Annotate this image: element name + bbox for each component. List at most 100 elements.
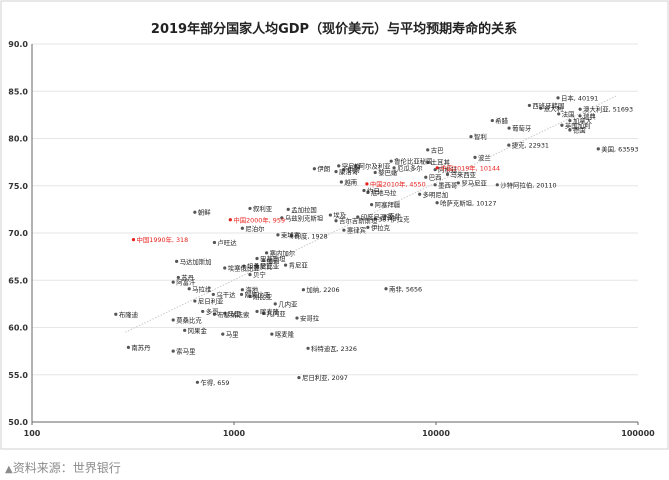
data-point (384, 287, 388, 291)
point-label: 喀麦隆 (260, 307, 280, 316)
point-label: 马达加斯加 (180, 257, 212, 266)
point-label: 南非, 5656 (389, 284, 422, 293)
data-point (255, 264, 259, 268)
y-tick-label: 50.0 (8, 418, 28, 427)
point-label: 喀麦隆 (275, 330, 295, 339)
data-point (171, 318, 175, 322)
data-point (131, 238, 136, 242)
data-point (473, 155, 477, 159)
point-label: 布隆迪 (119, 310, 139, 319)
point-label: 墨西哥 (438, 181, 458, 189)
point-label: 尼日利亚, 2097 (302, 373, 348, 382)
data-point (365, 182, 369, 186)
point-label: 古巴 (431, 145, 444, 154)
data-point (212, 312, 217, 316)
data-point (193, 210, 197, 214)
point-label: 阿塞拜疆 (375, 200, 401, 209)
point-label: 塞律宾 (347, 226, 366, 235)
point-label: 多明尼加 (423, 190, 449, 199)
point-label: 多哥 (206, 307, 219, 316)
data-point (283, 263, 288, 267)
data-point (556, 96, 560, 100)
source-note: ▲资料来源：世界银行 (5, 459, 121, 476)
data-point (328, 213, 332, 217)
data-point (312, 167, 316, 171)
point-label: 英国加利 (565, 121, 591, 130)
point-label: 贝宁 (253, 270, 266, 279)
point-label: 伊朗 (317, 164, 330, 173)
point-label: 尼泊尔 (245, 224, 265, 233)
data-point (212, 240, 217, 245)
point-label: 危地马拉 (371, 188, 397, 197)
data-point (228, 218, 232, 222)
point-label: 塞内加尔 (270, 248, 296, 257)
data-point (221, 332, 225, 336)
point-label: 印度尼西亚 (361, 212, 394, 221)
data-point (297, 375, 301, 380)
point-label: 坦桑尼亚 (247, 262, 273, 271)
axes: 50.0 55.0 60.0 65.0 70.0 75.0 80.0 85.0 90.0 100 1… (8, 40, 655, 438)
point-label: 冈果金 (188, 326, 208, 335)
point-label: 索马里 (176, 347, 196, 356)
point-label: 意大利 (544, 104, 563, 113)
point-label: 埃及 (333, 211, 346, 220)
point-label: 法国 (562, 109, 575, 118)
data-point (507, 126, 511, 130)
point-label: 伊朗 (347, 165, 360, 174)
data-point (114, 312, 118, 316)
data-point (342, 228, 346, 232)
data-point (176, 275, 180, 280)
trendline-group (125, 95, 617, 333)
point-label: 卢旺达 (217, 238, 237, 247)
y-tick-label: 60.0 (8, 324, 28, 333)
data-point (306, 346, 310, 350)
point-label: 乌兹别克斯坦 (285, 213, 324, 222)
point-label: 葡萄牙 (512, 124, 531, 133)
point-label: 瑞典 (583, 111, 596, 120)
point-label: 刚果比亚 (245, 290, 271, 299)
data-point (211, 292, 215, 297)
data-point (171, 280, 175, 284)
point-label: 南苏丹 (131, 343, 151, 352)
data-point (276, 233, 280, 237)
data-point (356, 215, 360, 219)
point-label: 孟加拉国 (291, 205, 317, 214)
data-point (295, 316, 299, 320)
x-tick-label: 100 (24, 429, 41, 438)
data-point (240, 288, 244, 292)
point-label: 乌干达 (216, 290, 236, 299)
point-label: 澳大利亚, 51693 (583, 105, 633, 114)
data-point (337, 164, 341, 168)
point-label: 德国 (573, 125, 586, 134)
data-point (239, 292, 244, 297)
point-label: 突尼斯 (342, 161, 362, 170)
data-point (389, 159, 393, 163)
data-point (418, 192, 422, 196)
point-label: 吉尔吉斯斯坦 (339, 216, 378, 225)
point-label: 越南 (344, 177, 357, 186)
data-point (354, 164, 358, 168)
x-tick-label: 1000 (223, 429, 246, 438)
point-label: 巴基斯坦 (260, 254, 286, 263)
point-label: 中国2000年, 959 (233, 215, 285, 224)
data-point (242, 264, 246, 268)
data-point (201, 309, 205, 314)
data-point (568, 128, 572, 132)
point-label: 海地 (245, 285, 258, 294)
data-point (456, 181, 460, 185)
data-point (248, 294, 252, 298)
point-label: 智利 (474, 132, 487, 141)
point-label: 乍得, 659 (200, 378, 229, 387)
point-label: 马里 (226, 331, 239, 339)
point-label: 387伊拉克 (378, 214, 410, 223)
grid-lines (32, 43, 638, 376)
data-point (270, 332, 274, 336)
point-label: 捷克, 22931 (512, 141, 549, 150)
chart-frame: 2019年部分国家人均GDP（现价美元）与平均预期寿命的关系 50.0 55.0 6… (0, 0, 669, 450)
point-label: 叙利亚 (253, 204, 273, 213)
point-label: 中国1990年, 318 (136, 235, 188, 244)
source-marker-icon: ▲ (5, 464, 13, 475)
data-point (568, 118, 572, 123)
point-label: 土耳其 (431, 158, 451, 167)
